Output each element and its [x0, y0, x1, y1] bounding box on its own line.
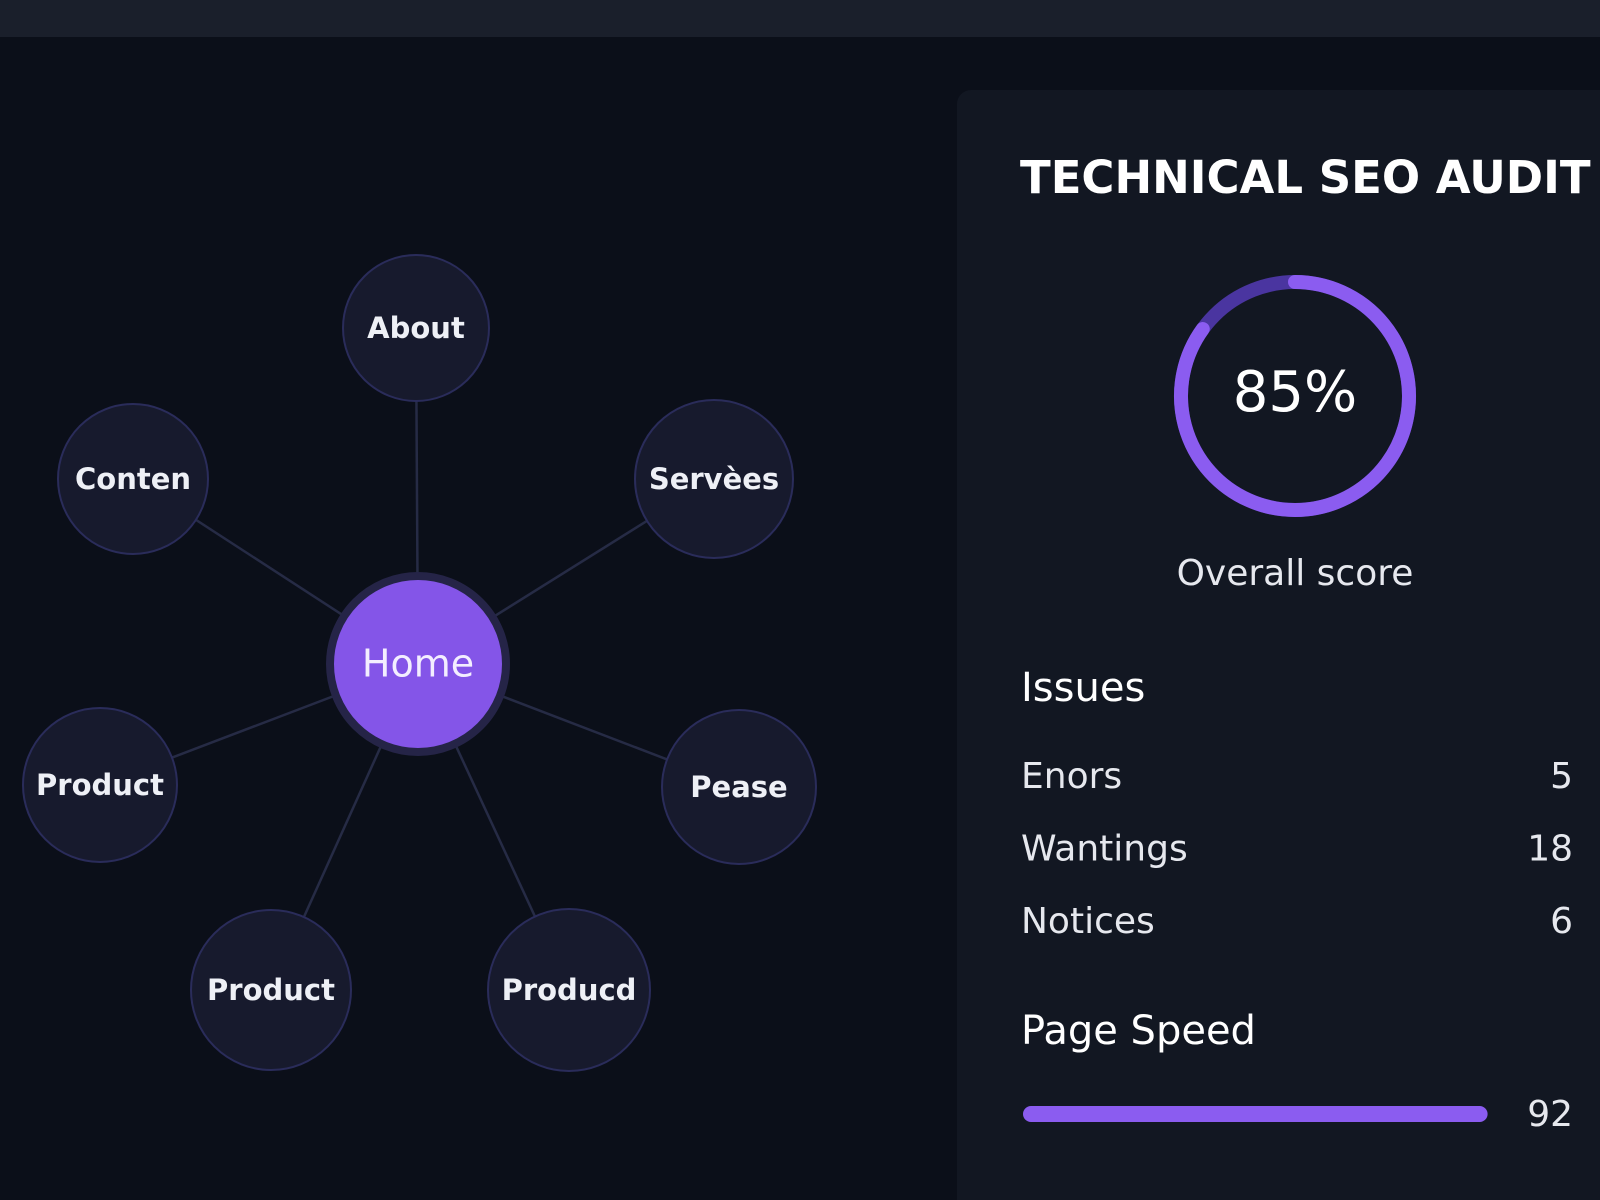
issue-name: Notices [1021, 901, 1155, 942]
issues-heading: Issues [1021, 665, 1145, 711]
page-speed-heading: Page Speed [1021, 1008, 1256, 1054]
site-map: Home About Conten Servèes Product Pease Produc… [22, 254, 817, 1072]
top-bar [0, 0, 1600, 37]
node-label: Home [362, 642, 474, 686]
issue-name: Enors [1021, 756, 1122, 797]
node-label: Product [36, 768, 164, 802]
node-label: Conten [75, 462, 191, 496]
node-label: Servèes [649, 462, 779, 496]
issue-count: 6 [1550, 901, 1573, 942]
score-arc [1174, 275, 1416, 517]
node-label: Product [207, 973, 335, 1007]
issue-name: Wantings [1021, 829, 1188, 870]
node-label: Pease [690, 770, 787, 804]
page-speed-bar [1023, 1106, 1488, 1122]
page-node [342, 254, 490, 402]
home-node [326, 572, 510, 756]
audit-panel [957, 90, 1600, 1200]
score-label: 85% [1233, 360, 1357, 425]
page-node [57, 403, 209, 555]
panel-title: TECHNICAL SEO AUDIT [1020, 151, 1591, 204]
page-node [22, 707, 178, 863]
page-node [661, 709, 817, 865]
page-node [634, 399, 794, 559]
issue-count: 5 [1550, 756, 1573, 797]
page-node [487, 908, 651, 1072]
page-speed-value: 92 [1527, 1094, 1573, 1135]
node-label: About [367, 311, 465, 345]
score-caption: Overall score [1177, 553, 1414, 594]
issue-count: 18 [1527, 829, 1573, 870]
node-label: Producd [502, 973, 637, 1007]
page-node [190, 909, 352, 1071]
audit-content: TECHNICAL SEO AUDIT 85% Overall score Is… [1020, 151, 1591, 1135]
